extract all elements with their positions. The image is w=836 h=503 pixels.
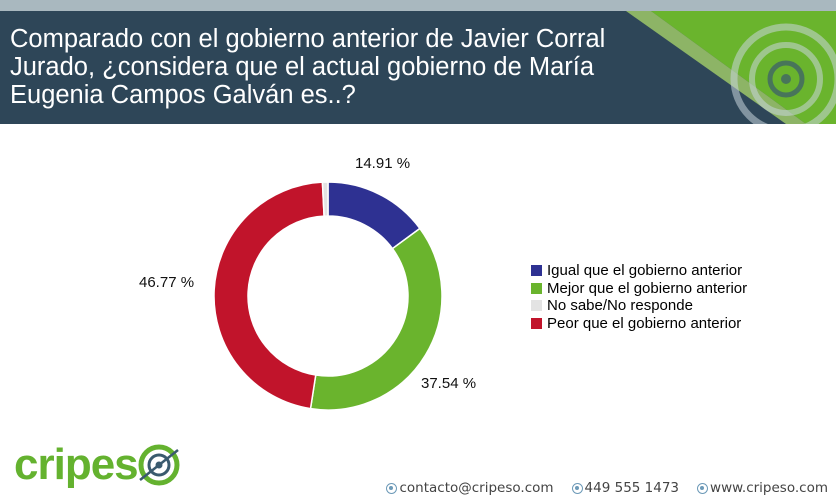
contact-phone[interactable]: 449 555 1473	[571, 480, 680, 496]
cripeso-logo: cripes	[14, 442, 182, 488]
data-label-igual: 14.91 %	[355, 155, 411, 172]
legend-item-peor: Peor que el gobierno anterior	[531, 315, 747, 333]
legend-label: Mejor que el gobierno anterior	[547, 279, 748, 297]
donut-slice-nosabe	[321, 181, 329, 217]
website-text: www.cripeso.com	[710, 480, 828, 496]
phone-text: 449 555 1473	[584, 480, 680, 496]
legend: Igual que el gobierno anterior Mejor que…	[531, 262, 747, 332]
data-label-mejor: 37.54 %	[421, 375, 477, 392]
logo-target-icon	[138, 444, 180, 486]
donut-chart	[213, 181, 443, 411]
phone-icon	[571, 482, 583, 494]
web-icon	[697, 482, 709, 494]
top-strip	[0, 0, 836, 11]
legend-swatch	[531, 317, 542, 329]
email-icon	[386, 482, 398, 494]
contact-email[interactable]: contacto@cripeso.com	[386, 480, 554, 496]
target-icon	[730, 23, 836, 124]
footer-contacts: contacto@cripeso.com 449 555 1473 www.cr…	[386, 480, 828, 496]
legend-label: No sabe/No responde	[547, 297, 693, 315]
donut-slice-mejor	[309, 227, 443, 411]
legend-item-mejor: Mejor que el gobierno anterior	[531, 280, 747, 298]
data-label-peor: 46.77 %	[139, 274, 195, 291]
legend-label: Peor que el gobierno anterior	[547, 314, 742, 332]
email-text: contacto@cripeso.com	[399, 480, 554, 496]
header-banner: Comparado con el gobierno anterior de Ja…	[0, 11, 836, 124]
legend-label: Igual que el gobierno anterior	[547, 262, 743, 280]
donut-slice-peor	[213, 181, 325, 410]
legend-item-igual: Igual que el gobierno anterior	[531, 262, 747, 280]
chart-title: Comparado con el gobierno anterior de Ja…	[10, 25, 606, 109]
legend-item-nosabe: No sabe/No responde	[531, 297, 747, 315]
legend-swatch	[531, 282, 542, 294]
logo-text: cripes	[14, 440, 139, 489]
legend-swatch	[531, 265, 542, 277]
legend-swatch	[531, 300, 542, 312]
contact-website[interactable]: www.cripeso.com	[697, 480, 828, 496]
